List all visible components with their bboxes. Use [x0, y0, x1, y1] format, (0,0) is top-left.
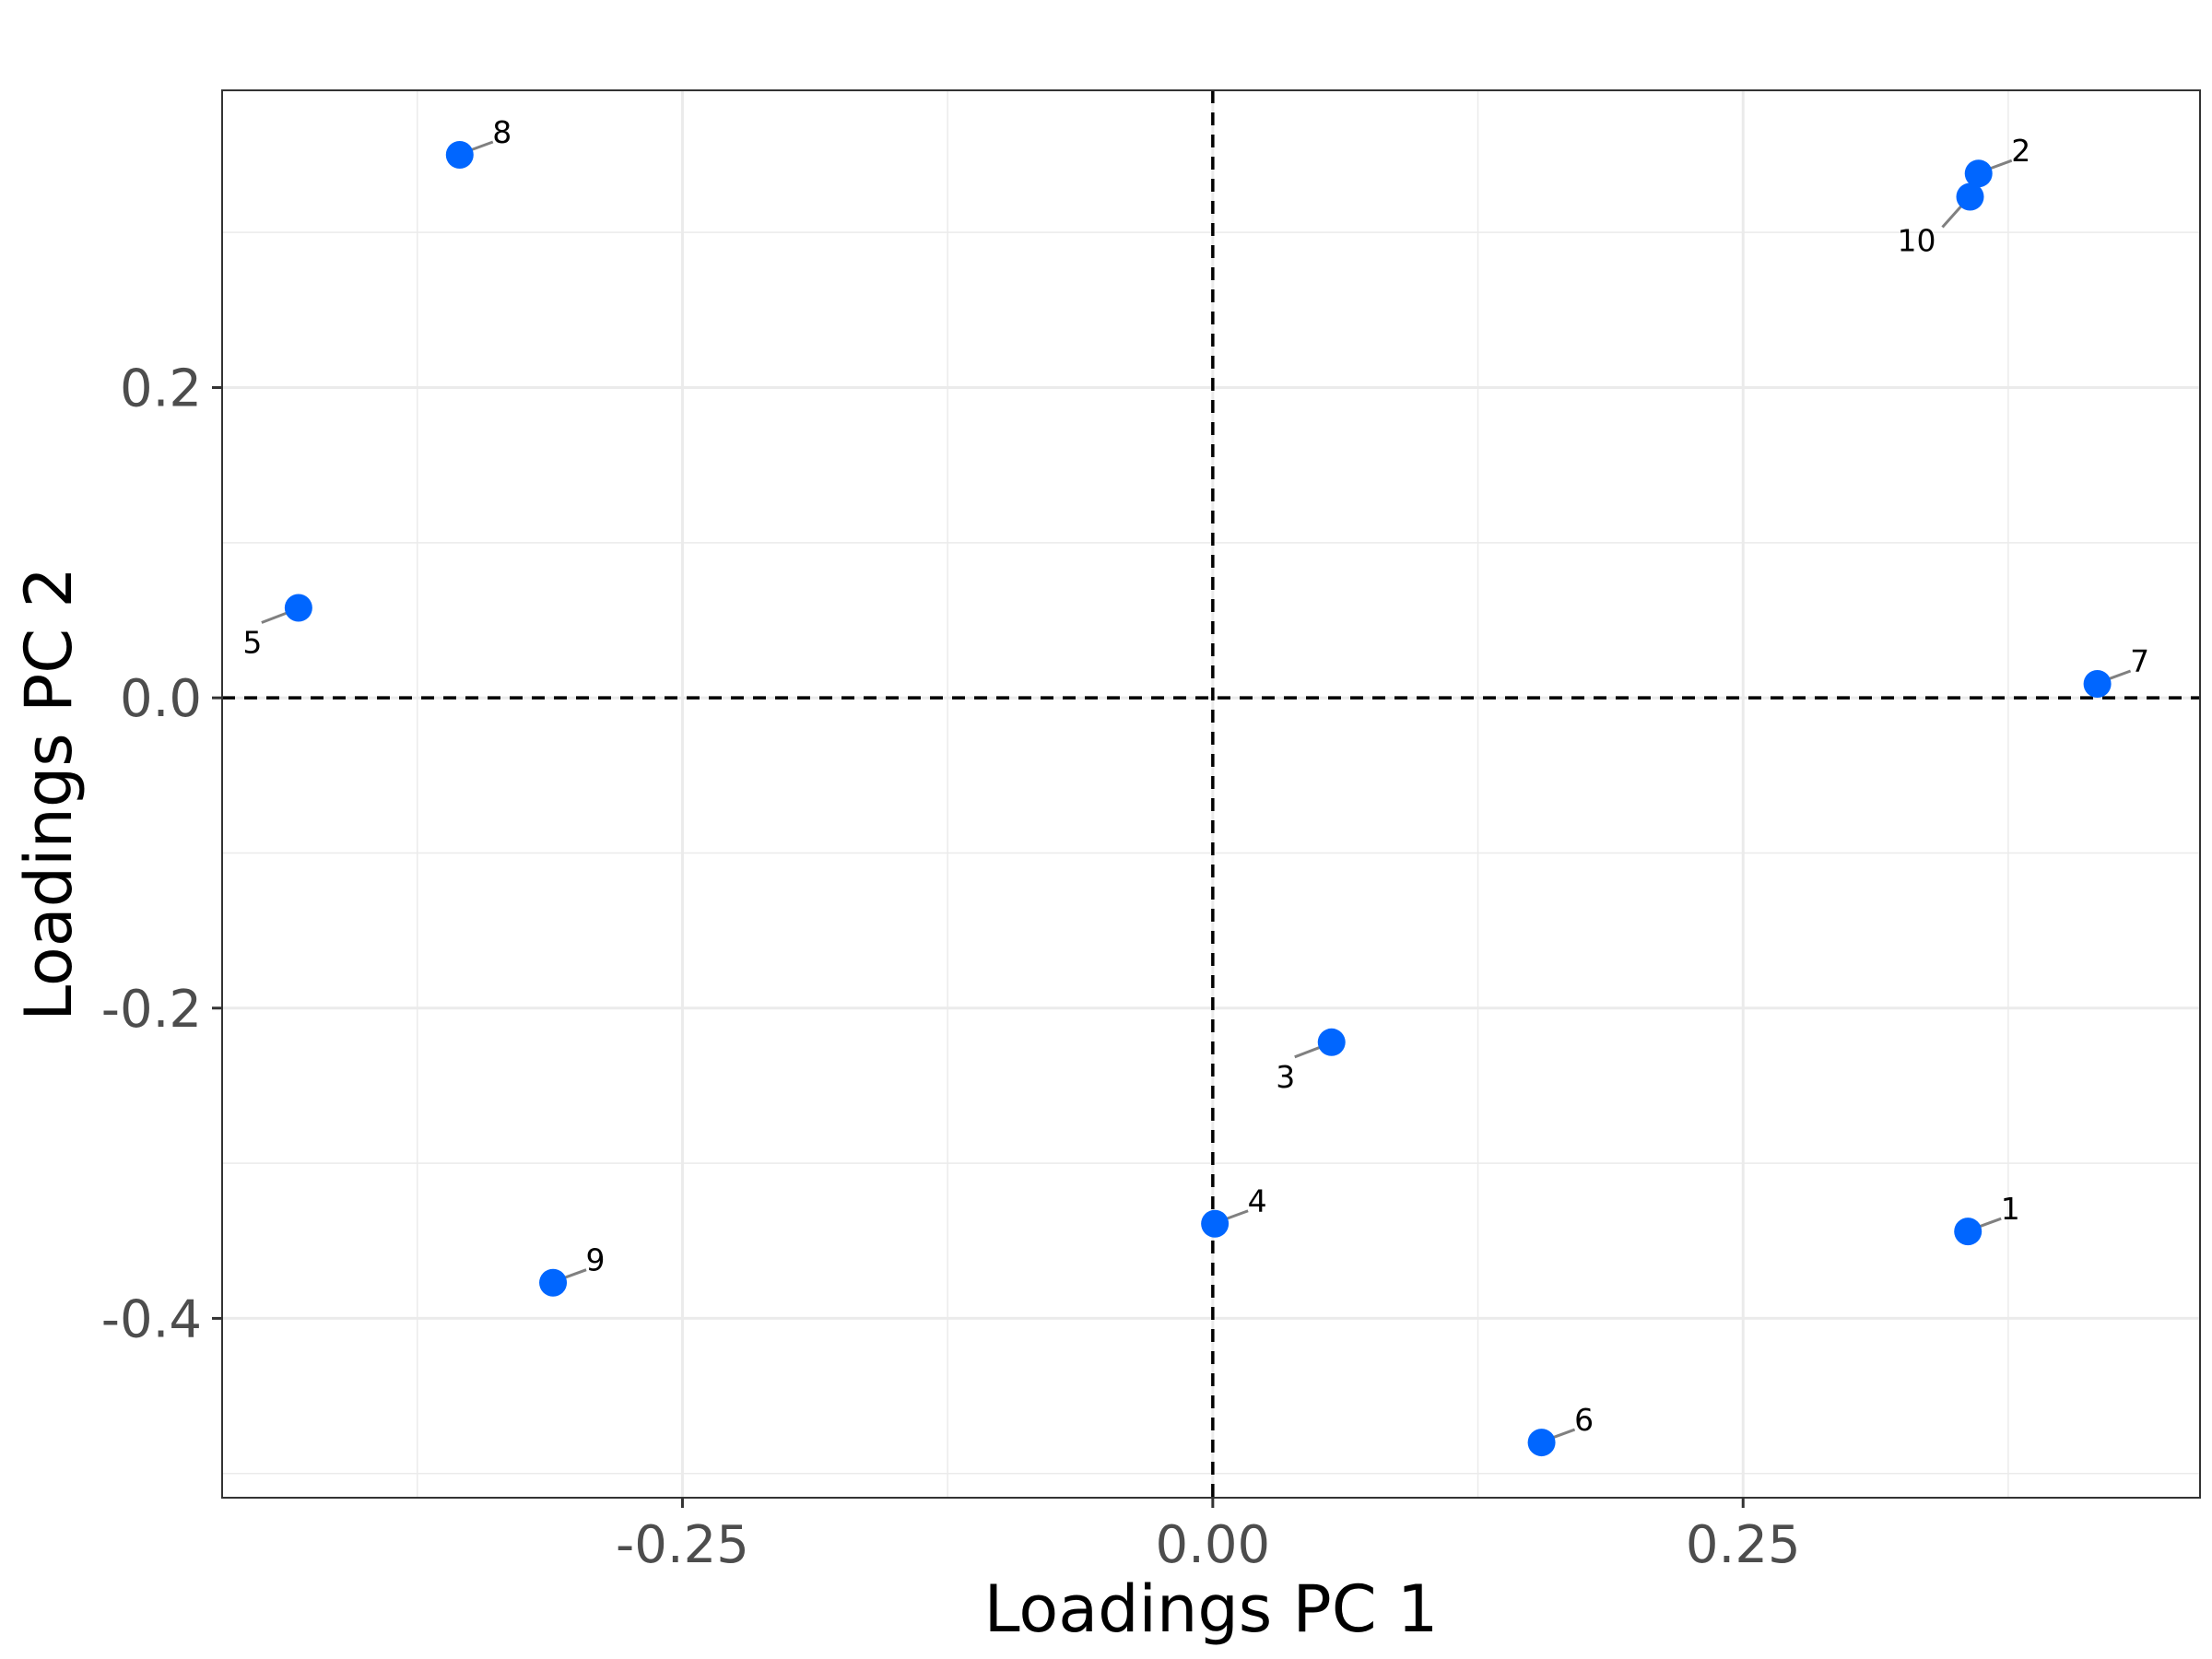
y-tick-label: 0.0	[120, 669, 202, 729]
data-point	[2083, 669, 2112, 698]
y-tick-label: -0.2	[101, 980, 202, 1040]
y-tick-label: 0.2	[120, 359, 202, 419]
reference-lines	[222, 90, 2200, 1498]
y-axis-ticks: -0.4 -0.2 0.0 0.2	[101, 359, 222, 1349]
x-axis-ticks: -0.25 0.00 0.25	[616, 1498, 1801, 1575]
data-point	[1954, 1218, 1983, 1246]
minor-gridlines	[222, 90, 2200, 1498]
x-axis-title: Loadings PC 1	[984, 1571, 1439, 1647]
point-labels: 1 2 3 4 5 6 7 8 9 10	[242, 114, 2149, 1438]
data-point	[1956, 182, 1984, 211]
x-tick-label: -0.25	[616, 1515, 749, 1575]
data-point	[1527, 1429, 1556, 1457]
point-label: 4	[1248, 1183, 1267, 1219]
point-label: 10	[1898, 222, 1936, 258]
point-label: 1	[2001, 1191, 2020, 1227]
data-point	[445, 141, 474, 170]
point-label: 2	[2011, 133, 2030, 169]
data-point	[1317, 1028, 1346, 1056]
x-tick-label: 0.00	[1155, 1515, 1270, 1575]
data-point	[1964, 159, 1993, 188]
point-label: 9	[586, 1242, 606, 1278]
data-points	[284, 141, 2112, 1457]
point-label: 7	[2130, 643, 2149, 679]
x-tick-label: 0.25	[1686, 1515, 1801, 1575]
y-tick-label: -0.4	[101, 1289, 202, 1349]
point-label: 8	[492, 114, 512, 150]
panel-border	[221, 89, 2201, 1499]
data-point	[539, 1268, 568, 1297]
point-label: 5	[242, 625, 262, 661]
y-axis-title: Loadings PC 2	[11, 567, 87, 1021]
data-point	[1201, 1209, 1230, 1238]
data-point	[284, 594, 312, 622]
point-label: 6	[1574, 1402, 1594, 1438]
point-label: 3	[1276, 1059, 1295, 1095]
